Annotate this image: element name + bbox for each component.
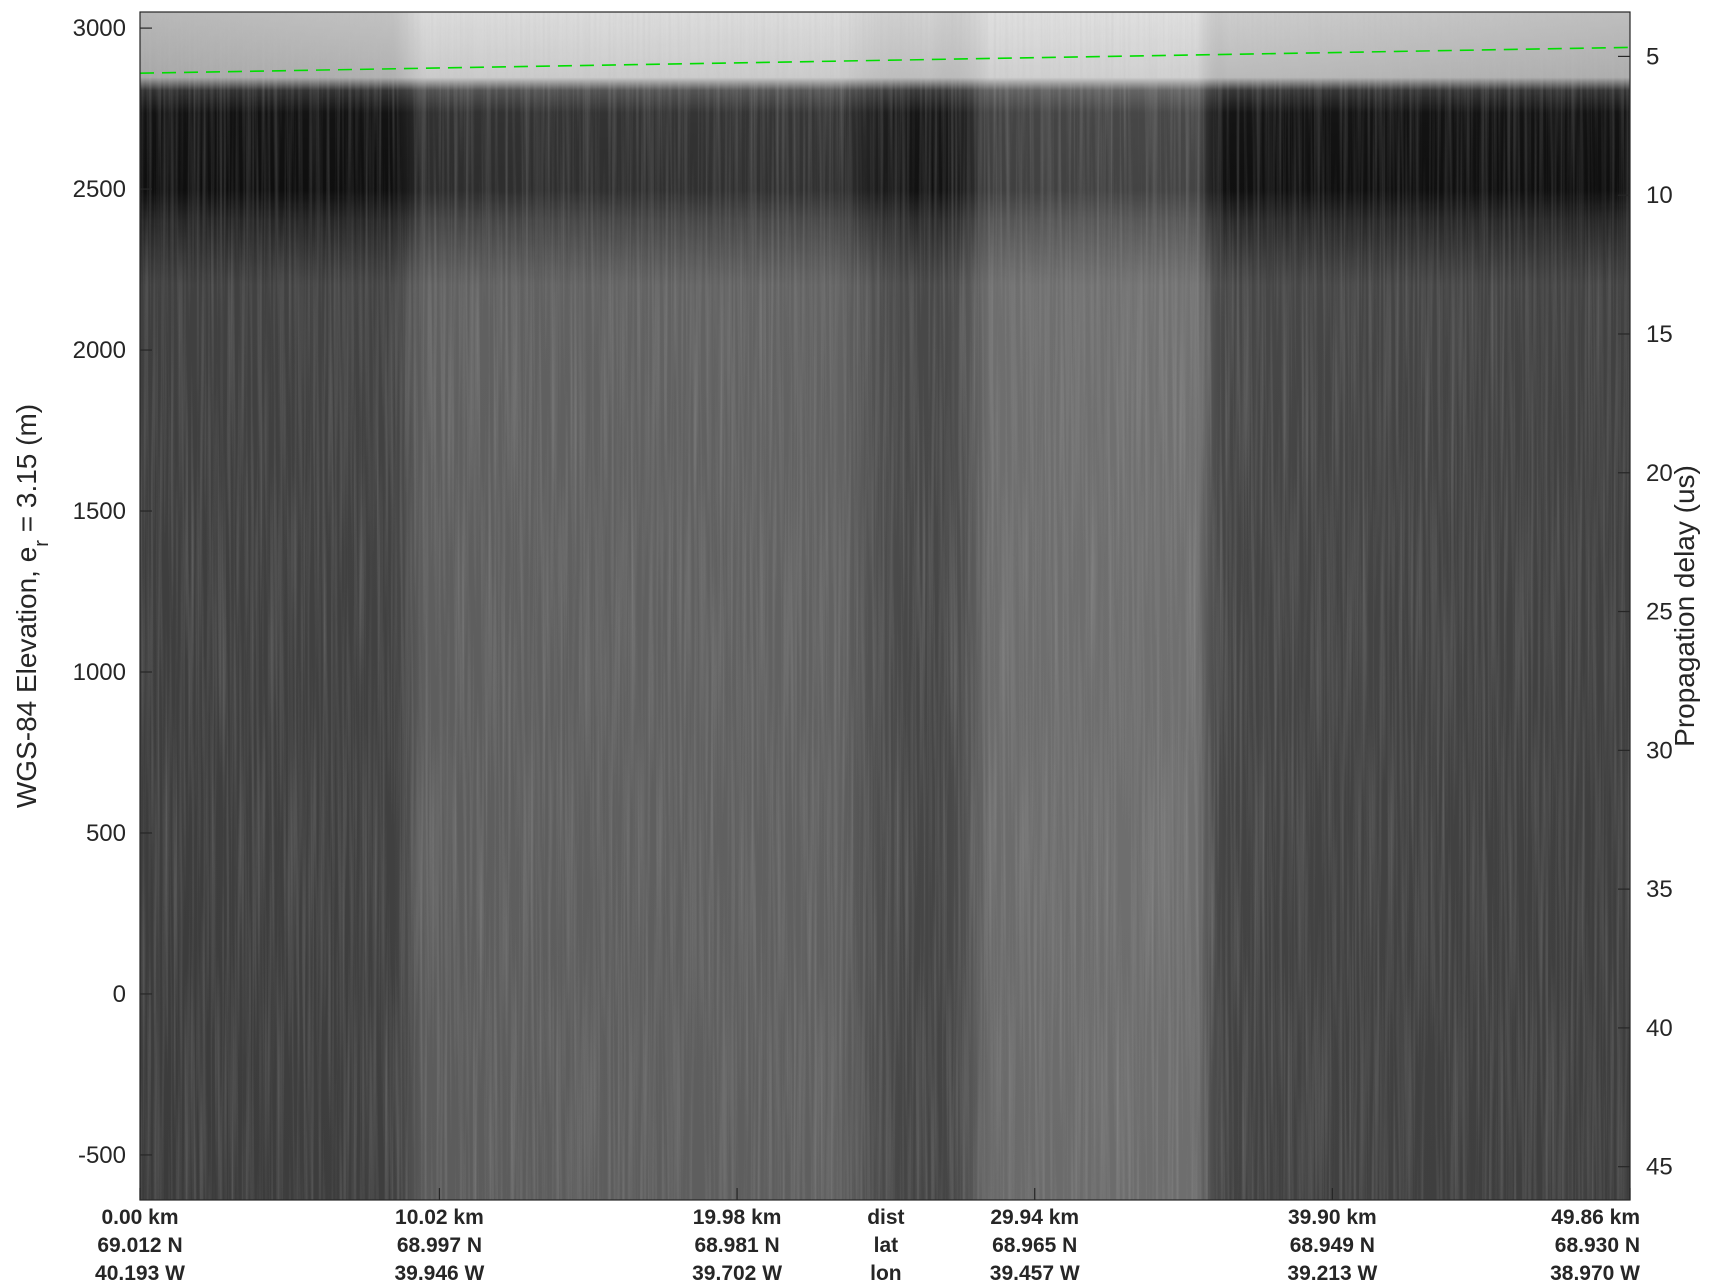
y2-tick-label: 5 — [1646, 43, 1659, 70]
lat-label: 68.965 N — [992, 1234, 1077, 1257]
y2-tick-label: 40 — [1646, 1015, 1673, 1042]
plot-frame — [139, 11, 1631, 1201]
dist-label: 0.00 km — [101, 1206, 178, 1229]
lon-label: 39.946 W — [394, 1262, 484, 1282]
y-tick-label: -500 — [78, 1142, 126, 1169]
echogram-image — [140, 12, 1630, 1200]
y2-tick-label: 25 — [1646, 599, 1673, 626]
row-name-lat: lat — [874, 1234, 899, 1257]
y2-tick-label: 45 — [1646, 1154, 1673, 1181]
y-tick-label: 2000 — [73, 337, 126, 364]
y2-tick-label: 10 — [1646, 182, 1673, 209]
lat-label: 68.997 N — [397, 1234, 482, 1257]
y-tick-label: 3000 — [73, 15, 126, 42]
lat-label: 68.949 N — [1290, 1234, 1375, 1257]
lon-label: 39.702 W — [692, 1262, 782, 1282]
y-axis-label: WGS-84 Elevation, er = 3.15 (m) — [11, 404, 53, 808]
y-tick-label: 1500 — [73, 498, 126, 525]
lon-label: 39.457 W — [990, 1262, 1080, 1282]
y-axis-ticks: 3000 2500 2000 1500 1000 500 0 -500 — [73, 15, 152, 1169]
dist-label: 10.02 km — [395, 1206, 484, 1229]
x-axis-ticks: 0.00 km 69.012 N 40.193 W 10.02 km 68.997 N 3… — [95, 1188, 1640, 1285]
y-tick-label: 0 — [113, 981, 126, 1008]
y-tick-label: 2500 — [73, 176, 126, 203]
lon-label: 40.193 W — [95, 1262, 185, 1282]
lat-label: 68.981 N — [694, 1234, 779, 1257]
y2-axis-ticks: 5 10 15 20 25 30 35 40 45 — [1618, 43, 1673, 1181]
y-tick-label: 1000 — [73, 659, 126, 686]
y-tick-label: 500 — [86, 820, 126, 847]
y2-tick-label: 15 — [1646, 321, 1673, 348]
row-name-dist: dist — [867, 1206, 904, 1229]
lon-label: 39.213 W — [1287, 1262, 1377, 1282]
dist-label: 39.90 km — [1288, 1206, 1377, 1229]
row-name-lon: lon — [870, 1262, 902, 1282]
dist-label: 49.86 km — [1551, 1206, 1640, 1229]
y2-tick-label: 30 — [1646, 737, 1673, 764]
lon-label: 38.970 W — [1550, 1262, 1640, 1282]
y2-tick-label: 20 — [1646, 460, 1673, 487]
y2-tick-label: 35 — [1646, 876, 1673, 903]
dist-label: 29.94 km — [990, 1206, 1079, 1229]
lat-label: 68.930 N — [1555, 1234, 1640, 1257]
surface-line — [139, 46, 1631, 74]
y2-axis-label: Propagation delay (us) — [1669, 465, 1700, 747]
dist-label: 19.98 km — [693, 1206, 782, 1229]
lat-label: 69.012 N — [97, 1234, 182, 1257]
